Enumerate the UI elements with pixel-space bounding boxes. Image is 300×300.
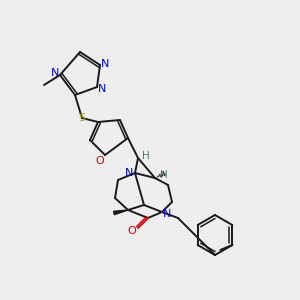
Text: N: N xyxy=(101,59,109,69)
Text: O: O xyxy=(96,156,104,166)
Text: O: O xyxy=(128,226,136,236)
Text: N: N xyxy=(98,84,106,94)
Polygon shape xyxy=(114,210,128,215)
Text: N: N xyxy=(125,168,133,178)
Text: N: N xyxy=(51,68,59,78)
Text: H: H xyxy=(142,151,150,161)
Text: S: S xyxy=(78,113,85,123)
Text: H: H xyxy=(160,170,168,180)
Text: N: N xyxy=(163,209,171,219)
